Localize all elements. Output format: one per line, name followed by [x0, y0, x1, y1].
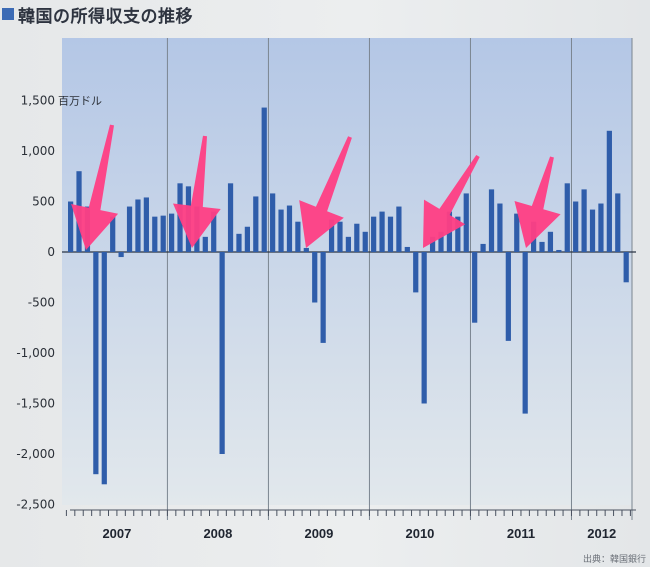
data-bar [623, 252, 629, 283]
data-bar [396, 206, 402, 252]
data-bar [573, 201, 579, 252]
data-bar [539, 241, 545, 252]
annotation-arrow [71, 124, 119, 250]
y-tick-label: 1,000 [21, 144, 55, 158]
data-bar [244, 226, 250, 252]
data-bar [152, 216, 158, 252]
data-bar [488, 189, 495, 252]
y-tick-label: 500 [32, 195, 55, 209]
data-bar [362, 231, 368, 252]
data-bar [160, 215, 166, 252]
data-bar [589, 209, 596, 252]
annotation-arrow [514, 156, 561, 248]
data-bar [556, 249, 562, 252]
y-tick-label: -2,500 [16, 498, 55, 512]
data-bar [455, 216, 461, 252]
data-bar [354, 223, 360, 252]
data-bar [312, 252, 318, 303]
data-bar [429, 236, 436, 252]
data-bar [547, 231, 554, 252]
data-bar [303, 247, 309, 252]
data-bar [253, 196, 259, 252]
y-tick-label: -2,000 [16, 447, 55, 461]
annotation-arrow [173, 135, 221, 248]
data-bar [227, 183, 234, 252]
data-bar [371, 216, 377, 252]
data-bar [564, 183, 570, 252]
data-bar [463, 193, 469, 252]
data-bar [421, 252, 427, 404]
x-year-label: 2008 [203, 526, 232, 541]
y-tick-label: -1,500 [16, 397, 55, 411]
x-year-label: 2009 [304, 526, 333, 541]
data-bar [118, 252, 124, 258]
data-bar [438, 231, 444, 252]
data-bar [101, 252, 107, 485]
data-bar [345, 236, 352, 252]
data-bar [278, 209, 284, 252]
data-bar [202, 236, 208, 252]
data-bar [236, 233, 242, 252]
source-label: 出典：韓国銀行 [583, 553, 646, 565]
data-bar [110, 216, 116, 252]
data-bar [581, 189, 587, 252]
annotation-arrow [299, 136, 352, 248]
data-bar [270, 193, 276, 252]
data-bar [328, 219, 335, 252]
data-bar [522, 252, 528, 414]
y-tick-label: 1,500 [21, 94, 55, 108]
data-bar [387, 216, 394, 252]
data-bar [505, 252, 511, 341]
y-tick-label: -1,000 [16, 346, 55, 360]
annotation-arrow [423, 155, 480, 248]
x-year-label: 2010 [405, 526, 434, 541]
data-bar [126, 206, 133, 252]
data-bar [143, 197, 149, 252]
data-bar [337, 221, 343, 252]
data-bar [261, 107, 267, 252]
data-bar [219, 252, 225, 454]
x-year-label: 2007 [102, 526, 131, 541]
data-bar [68, 201, 74, 252]
x-year-label: 2011 [507, 526, 535, 541]
data-bar [211, 211, 217, 252]
title-marker-square [2, 8, 14, 20]
data-bar [472, 252, 478, 323]
data-bar [606, 130, 612, 252]
data-bar [615, 193, 621, 252]
data-bar [379, 211, 385, 252]
data-bar [320, 252, 326, 343]
y-tick-label: 0 [47, 245, 55, 259]
data-bar [497, 203, 503, 252]
data-bar [93, 252, 99, 475]
data-bar [295, 221, 301, 252]
data-bar [169, 213, 175, 252]
data-bar [413, 252, 419, 293]
title-row: 韓国の所得収支の推移 [2, 3, 193, 27]
y-tick-label: -500 [28, 296, 55, 310]
data-bar [598, 203, 604, 252]
data-bar [135, 199, 141, 252]
x-year-label: 2012 [587, 526, 616, 541]
plot-area-background [62, 38, 632, 505]
y-unit-label: 百万ドル [58, 95, 102, 108]
data-bar [480, 243, 486, 252]
chart-title: 韓国の所得収支の推移 [18, 6, 193, 27]
data-bar [514, 213, 520, 252]
data-bar [286, 205, 293, 252]
data-bar [404, 246, 410, 252]
